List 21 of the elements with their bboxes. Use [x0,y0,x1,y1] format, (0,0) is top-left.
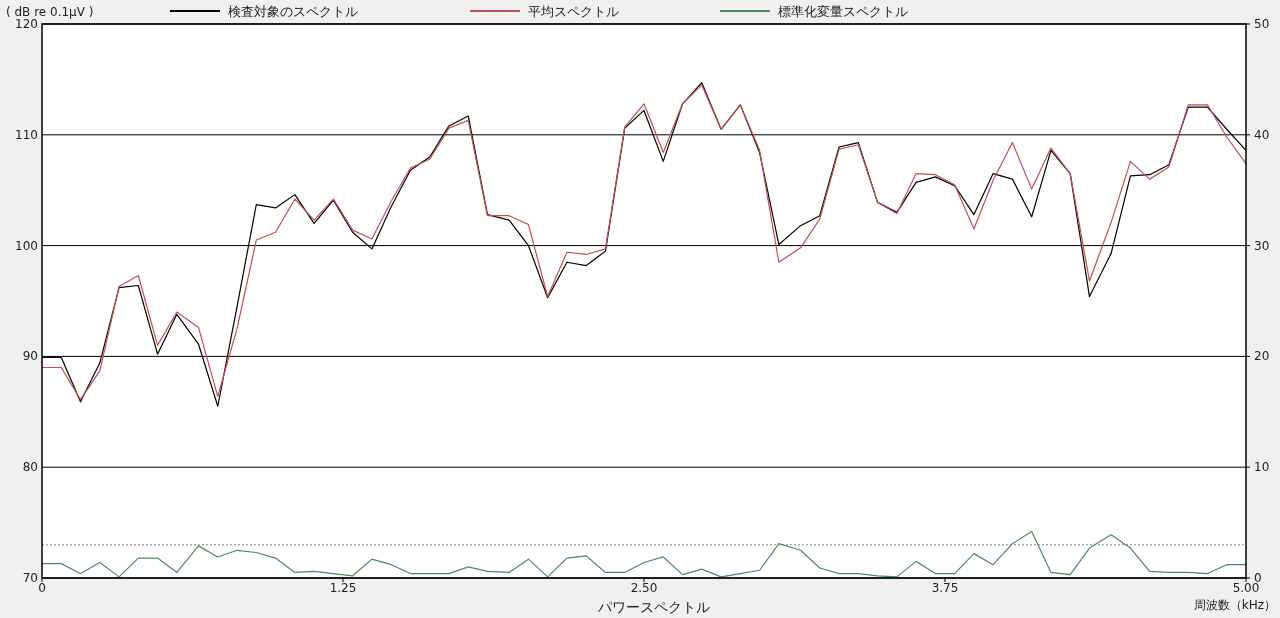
y-axis-title: ( dB re 0.1μV ) [6,5,94,19]
x-tick-label: 1.25 [329,581,357,595]
y2-tick-label: 20 [1254,349,1270,364]
y-tick-label: 120 [15,17,38,31]
y2-tick-label: 40 [1254,127,1270,142]
legend-label: 標準化変量スペクトル [778,4,908,19]
text: パワースペクトル [597,599,710,615]
y2-tick-label: 10 [1254,460,1270,475]
y-tick-label: 110 [15,127,38,142]
legend-label: 検査対象のスペクトル [228,4,358,19]
y2-tick-label: 50 [1254,17,1270,31]
x-axis-title: 周波数（kHz） [1193,598,1276,612]
legend-label: 平均スペクトル [528,4,619,19]
y-tick-label: 90 [22,349,38,364]
x-tick-label: 0 [38,581,46,595]
x-tick-label: 3.75 [931,581,959,595]
y2-tick-label: 30 [1254,238,1270,253]
x-tick-label: 2.50 [630,581,658,595]
y-tick-label: 100 [15,238,38,253]
y-tick-label: 80 [22,460,38,475]
y-tick-label: 70 [22,571,38,585]
